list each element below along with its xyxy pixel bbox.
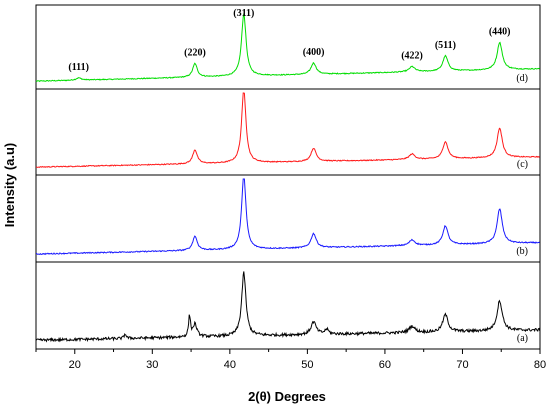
peak-labels: (111) (220) (311) (400) (422) (511) (440) [68, 8, 510, 73]
peak-label: (400) [303, 47, 325, 58]
panel-labels: (d) (c) (b) (a) [516, 73, 528, 344]
peak-label: (511) [435, 40, 456, 51]
series-line [35, 92, 540, 169]
x-axis: 20 30 40 50 60 70 80 [35, 349, 546, 371]
x-axis-title: 2(θ) Degrees [248, 389, 326, 404]
panel-frame [35, 174, 541, 263]
x-tick-label: 70 [456, 359, 468, 371]
panel-label: (c) [517, 159, 528, 170]
series-line [35, 271, 541, 343]
x-tick-label: 50 [301, 359, 313, 371]
panel-label: (a) [517, 333, 528, 344]
peak-label: (311) [233, 8, 254, 19]
peak-label: (440) [489, 26, 511, 37]
panel-frame [35, 261, 541, 350]
peak-label: (111) [68, 62, 89, 73]
series-line [36, 178, 541, 256]
panel-frames [35, 4, 541, 350]
x-tick-label: 40 [224, 359, 236, 371]
panel-label: (d) [516, 73, 528, 84]
x-tick-label: 30 [146, 359, 158, 371]
peak-label: (422) [401, 50, 423, 61]
y-axis-title: Intensity (a.u) [2, 143, 17, 228]
x-tick-label: 60 [379, 359, 391, 371]
panel-label: (b) [516, 246, 528, 257]
x-tick-label: 20 [69, 359, 81, 371]
peak-label: (220) [184, 47, 206, 58]
series-line [35, 13, 541, 83]
x-tick-label: 80 [534, 359, 546, 371]
series-lines [35, 13, 541, 343]
panel-frame [35, 4, 541, 90]
